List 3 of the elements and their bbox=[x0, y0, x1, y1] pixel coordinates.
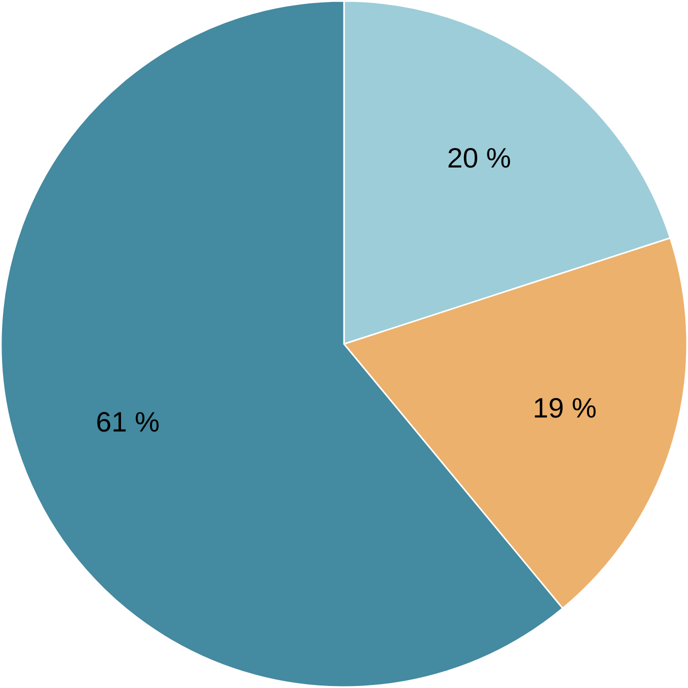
data-label: 61 % bbox=[96, 406, 160, 438]
data-label: 19 % bbox=[532, 392, 597, 424]
data-label: 20 % bbox=[447, 142, 511, 174]
